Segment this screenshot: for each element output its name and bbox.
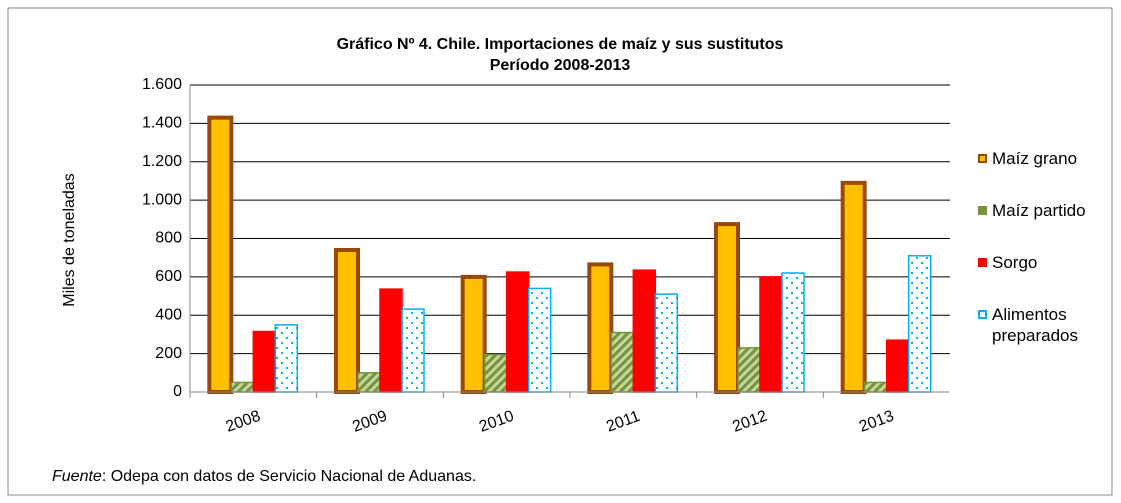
legend: Maíz grano Maíz partido Sorgo Alimentos pre… (978, 148, 1118, 356)
bar (587, 262, 614, 395)
source-label: Fuente (52, 468, 102, 485)
frame (7, 7, 1113, 496)
bar (252, 330, 277, 393)
legend-swatch (978, 258, 987, 267)
bar (840, 180, 867, 394)
y-tick-label: 1.400 (142, 115, 182, 132)
y-tick-label: 200 (155, 345, 182, 362)
x-tick-label: 2010 (477, 408, 516, 436)
bar (781, 272, 805, 393)
legend-swatch (978, 206, 987, 215)
bar (207, 115, 234, 395)
x-tick-label: 2012 (730, 408, 769, 436)
legend-item: Maíz grano (978, 148, 1118, 200)
y-tick-label: 400 (155, 306, 182, 323)
bar (885, 339, 910, 393)
legend-item: Sorgo (978, 252, 1118, 304)
bar (759, 276, 783, 393)
x-tick-label: 2013 (857, 408, 896, 436)
bar (401, 308, 425, 393)
bar (483, 353, 508, 393)
bar (714, 222, 740, 394)
x-tick-label: 2009 (350, 408, 389, 436)
bar (907, 255, 932, 393)
source: Fuente: Odepa con datos de Servicio Naci… (52, 468, 476, 485)
bar (737, 347, 761, 393)
legend-item: Maíz partido (978, 200, 1118, 252)
legend-label: Sorgo (992, 253, 1038, 272)
bar (379, 288, 403, 393)
source-text: : Odepa con datos de Servicio Nacional d… (102, 468, 476, 485)
y-tick-label: 600 (155, 268, 182, 285)
bar (610, 331, 635, 393)
y-tick-label: 800 (155, 230, 182, 247)
legend-item: Alimentos preparados (978, 304, 1118, 356)
legend-label: Maíz grano (992, 149, 1078, 168)
y-tick-label: 1.200 (142, 153, 182, 170)
y-tick-label: 0 (173, 383, 182, 400)
legend-swatch (978, 310, 987, 319)
x-tick-label: 2011 (604, 408, 642, 436)
bar (230, 381, 255, 393)
y-axis-label: Miles de toneladas (61, 173, 78, 306)
y-tick-label: 1.000 (142, 191, 182, 208)
bar (334, 248, 360, 394)
bar (527, 287, 552, 393)
chart-subtitle: Período 2008-2013 (490, 57, 631, 74)
chart-title: Gráfico Nº 4. Chile. Importaciones de ma… (337, 36, 784, 53)
legend-label: Alimentos preparados (992, 305, 1079, 345)
bar (460, 274, 487, 394)
bar (274, 324, 299, 393)
bar (505, 271, 530, 393)
bar (357, 372, 381, 393)
bar (863, 381, 888, 393)
bar (632, 269, 657, 393)
legend-label: Maíz partido (992, 201, 1086, 220)
y-tick-label: 1.600 (142, 76, 182, 93)
bar (654, 293, 679, 393)
legend-swatch (978, 154, 987, 163)
x-tick-label: 2008 (224, 408, 263, 436)
